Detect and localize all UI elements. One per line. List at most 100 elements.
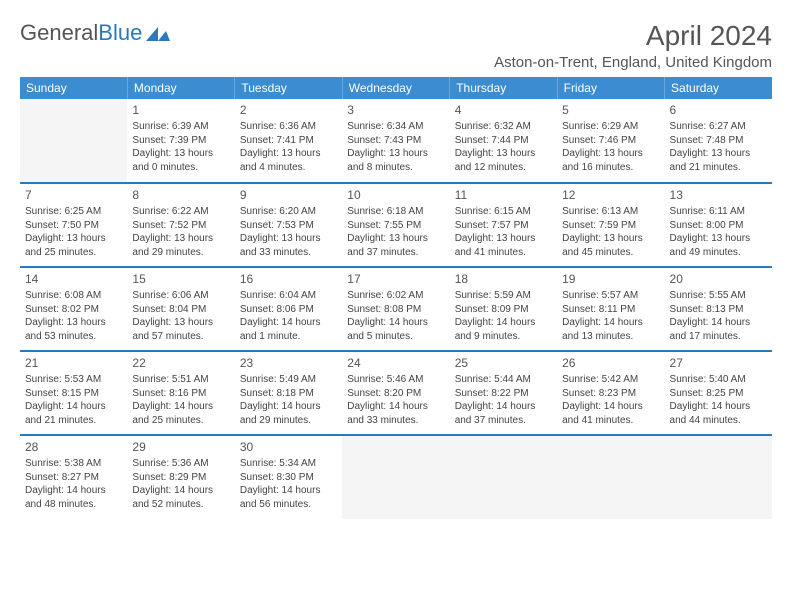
daylight-text: Daylight: 13 hours <box>25 232 122 246</box>
logo: GeneralBlue <box>20 20 170 46</box>
daylight-text: Daylight: 14 hours <box>347 316 444 330</box>
sunrise-text: Sunrise: 6:22 AM <box>132 205 229 219</box>
day-cell: 28Sunrise: 5:38 AMSunset: 8:27 PMDayligh… <box>20 435 127 519</box>
day-number: 2 <box>240 102 337 118</box>
daylight-text: Daylight: 14 hours <box>240 316 337 330</box>
sunset-text: Sunset: 8:25 PM <box>670 387 767 401</box>
location: Aston-on-Trent, England, United Kingdom <box>494 54 772 71</box>
dow-header: Wednesday <box>342 77 449 99</box>
empty-cell <box>557 435 664 519</box>
day-number: 1 <box>132 102 229 118</box>
daylight-text: Daylight: 13 hours <box>455 147 552 161</box>
day-number: 11 <box>455 187 552 203</box>
daylight-text: Daylight: 13 hours <box>562 232 659 246</box>
sunrise-text: Sunrise: 6:18 AM <box>347 205 444 219</box>
logo-text-1: General <box>20 20 98 46</box>
day-cell: 15Sunrise: 6:06 AMSunset: 8:04 PMDayligh… <box>127 267 234 351</box>
daylight-text: Daylight: 13 hours <box>25 316 122 330</box>
dow-header: Thursday <box>450 77 557 99</box>
sunset-text: Sunset: 7:48 PM <box>670 134 767 148</box>
daylight-text: and 16 minutes. <box>562 161 659 175</box>
empty-cell <box>20 99 127 183</box>
day-number: 23 <box>240 355 337 371</box>
daylight-text: and 9 minutes. <box>455 330 552 344</box>
sunrise-text: Sunrise: 5:46 AM <box>347 373 444 387</box>
sunset-text: Sunset: 7:50 PM <box>25 219 122 233</box>
sunset-text: Sunset: 7:39 PM <box>132 134 229 148</box>
daylight-text: Daylight: 13 hours <box>562 147 659 161</box>
calendar-week-row: 28Sunrise: 5:38 AMSunset: 8:27 PMDayligh… <box>20 435 772 519</box>
daylight-text: and 21 minutes. <box>25 414 122 428</box>
empty-cell <box>342 435 449 519</box>
title-block: April 2024 Aston-on-Trent, England, Unit… <box>494 20 772 71</box>
daylight-text: Daylight: 13 hours <box>670 147 767 161</box>
day-number: 18 <box>455 271 552 287</box>
daylight-text: and 4 minutes. <box>240 161 337 175</box>
sunset-text: Sunset: 8:08 PM <box>347 303 444 317</box>
day-cell: 21Sunrise: 5:53 AMSunset: 8:15 PMDayligh… <box>20 351 127 435</box>
daylight-text: Daylight: 14 hours <box>670 316 767 330</box>
daylight-text: and 25 minutes. <box>132 414 229 428</box>
dow-header: Sunday <box>20 77 127 99</box>
daylight-text: Daylight: 14 hours <box>240 400 337 414</box>
sunrise-text: Sunrise: 5:53 AM <box>25 373 122 387</box>
day-number: 26 <box>562 355 659 371</box>
sunset-text: Sunset: 8:15 PM <box>25 387 122 401</box>
daylight-text: Daylight: 13 hours <box>347 232 444 246</box>
sunset-text: Sunset: 8:29 PM <box>132 471 229 485</box>
day-number: 16 <box>240 271 337 287</box>
daylight-text: Daylight: 14 hours <box>347 400 444 414</box>
day-cell: 3Sunrise: 6:34 AMSunset: 7:43 PMDaylight… <box>342 99 449 183</box>
sunrise-text: Sunrise: 6:32 AM <box>455 120 552 134</box>
sunset-text: Sunset: 7:55 PM <box>347 219 444 233</box>
sunset-text: Sunset: 8:20 PM <box>347 387 444 401</box>
day-number: 12 <box>562 187 659 203</box>
dow-header: Monday <box>127 77 234 99</box>
daylight-text: Daylight: 14 hours <box>455 316 552 330</box>
empty-cell <box>450 435 557 519</box>
day-number: 4 <box>455 102 552 118</box>
daylight-text: and 45 minutes. <box>562 246 659 260</box>
day-cell: 4Sunrise: 6:32 AMSunset: 7:44 PMDaylight… <box>450 99 557 183</box>
header: GeneralBlue April 2024 Aston-on-Trent, E… <box>20 20 772 71</box>
sunrise-text: Sunrise: 5:59 AM <box>455 289 552 303</box>
month-title: April 2024 <box>494 20 772 52</box>
day-cell: 19Sunrise: 5:57 AMSunset: 8:11 PMDayligh… <box>557 267 664 351</box>
daylight-text: and 13 minutes. <box>562 330 659 344</box>
day-cell: 29Sunrise: 5:36 AMSunset: 8:29 PMDayligh… <box>127 435 234 519</box>
day-number: 20 <box>670 271 767 287</box>
day-number: 6 <box>670 102 767 118</box>
daylight-text: Daylight: 13 hours <box>455 232 552 246</box>
sunrise-text: Sunrise: 5:34 AM <box>240 457 337 471</box>
daylight-text: Daylight: 14 hours <box>240 484 337 498</box>
daylight-text: Daylight: 14 hours <box>132 484 229 498</box>
daylight-text: and 29 minutes. <box>132 246 229 260</box>
sunset-text: Sunset: 8:27 PM <box>25 471 122 485</box>
sunset-text: Sunset: 8:00 PM <box>670 219 767 233</box>
sunrise-text: Sunrise: 5:38 AM <box>25 457 122 471</box>
sunrise-text: Sunrise: 5:55 AM <box>670 289 767 303</box>
daylight-text: and 37 minutes. <box>347 246 444 260</box>
daylight-text: and 48 minutes. <box>25 498 122 512</box>
day-cell: 30Sunrise: 5:34 AMSunset: 8:30 PMDayligh… <box>235 435 342 519</box>
sunrise-text: Sunrise: 6:36 AM <box>240 120 337 134</box>
day-cell: 9Sunrise: 6:20 AMSunset: 7:53 PMDaylight… <box>235 183 342 267</box>
daylight-text: and 5 minutes. <box>347 330 444 344</box>
sunset-text: Sunset: 8:22 PM <box>455 387 552 401</box>
sunset-text: Sunset: 7:52 PM <box>132 219 229 233</box>
sunrise-text: Sunrise: 5:40 AM <box>670 373 767 387</box>
sunrise-text: Sunrise: 6:13 AM <box>562 205 659 219</box>
sunset-text: Sunset: 8:11 PM <box>562 303 659 317</box>
day-number: 25 <box>455 355 552 371</box>
day-cell: 26Sunrise: 5:42 AMSunset: 8:23 PMDayligh… <box>557 351 664 435</box>
sunrise-text: Sunrise: 6:06 AM <box>132 289 229 303</box>
sunrise-text: Sunrise: 6:39 AM <box>132 120 229 134</box>
day-number: 29 <box>132 439 229 455</box>
day-cell: 23Sunrise: 5:49 AMSunset: 8:18 PMDayligh… <box>235 351 342 435</box>
day-cell: 5Sunrise: 6:29 AMSunset: 7:46 PMDaylight… <box>557 99 664 183</box>
day-cell: 7Sunrise: 6:25 AMSunset: 7:50 PMDaylight… <box>20 183 127 267</box>
daylight-text: Daylight: 13 hours <box>670 232 767 246</box>
day-number: 21 <box>25 355 122 371</box>
sunrise-text: Sunrise: 6:20 AM <box>240 205 337 219</box>
sunset-text: Sunset: 7:57 PM <box>455 219 552 233</box>
